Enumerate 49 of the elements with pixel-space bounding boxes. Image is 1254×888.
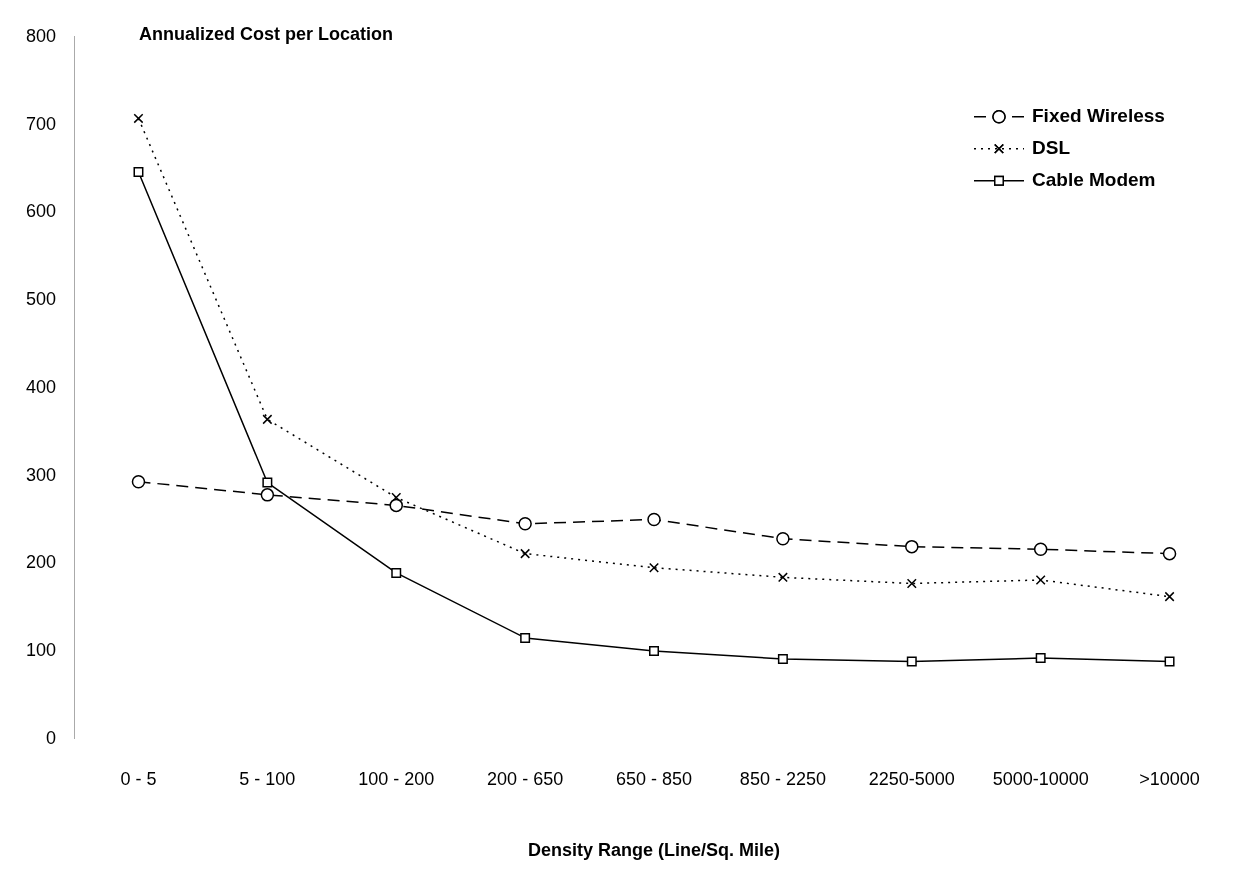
point xyxy=(520,548,531,559)
point xyxy=(389,498,403,513)
x-tick-label: >10000 xyxy=(1139,768,1200,789)
point xyxy=(777,653,788,664)
point xyxy=(518,517,532,531)
point xyxy=(262,477,273,488)
legend-label: Cable Modem xyxy=(1032,169,1156,191)
x-tick-label: 5000-10000 xyxy=(992,768,1089,789)
point xyxy=(391,567,402,578)
point xyxy=(260,488,275,502)
y-axis-title: Annualized Cost per Location xyxy=(139,23,394,44)
x-tick-label: 200 - 650 xyxy=(487,768,564,789)
x-tick-label: 100 - 200 xyxy=(358,768,435,789)
y-tick-label: 300 xyxy=(25,464,57,485)
y-tick-label: 600 xyxy=(25,201,57,222)
y-tick-label: 700 xyxy=(25,113,57,134)
y-tick-label: 100 xyxy=(25,640,57,661)
point xyxy=(1033,542,1048,557)
point xyxy=(1035,574,1046,585)
point xyxy=(649,646,660,657)
x-tick-label: 650 - 850 xyxy=(615,768,693,789)
point xyxy=(262,414,273,425)
point xyxy=(131,474,146,489)
point xyxy=(1035,653,1046,664)
x-axis-title: Density Range (Line/Sq. Mile) xyxy=(527,840,781,861)
point xyxy=(777,572,788,583)
point xyxy=(905,539,919,554)
legend-label: DSL xyxy=(1032,137,1071,159)
point xyxy=(133,166,144,177)
point xyxy=(520,632,531,643)
y-tick-label: 0 xyxy=(46,727,57,748)
x-tick-label: 850 - 2250 xyxy=(739,768,826,789)
point xyxy=(649,562,660,573)
point xyxy=(133,113,144,124)
point xyxy=(1162,546,1177,561)
y-tick-label: 200 xyxy=(25,552,57,573)
point xyxy=(1164,656,1175,667)
y-tick-label: 500 xyxy=(25,289,57,310)
point xyxy=(776,531,790,546)
x-tick-label: 5 - 100 xyxy=(239,768,296,789)
point xyxy=(906,578,917,589)
point xyxy=(1164,591,1175,602)
x-tick-label: 2250-5000 xyxy=(868,768,955,789)
point xyxy=(906,656,917,667)
y-tick-label: 800 xyxy=(25,25,57,46)
x-tick-label: 0 - 5 xyxy=(120,768,157,789)
legend-label: Fixed Wireless xyxy=(1032,105,1165,127)
y-tick-label: 400 xyxy=(25,376,57,397)
point xyxy=(647,512,661,527)
